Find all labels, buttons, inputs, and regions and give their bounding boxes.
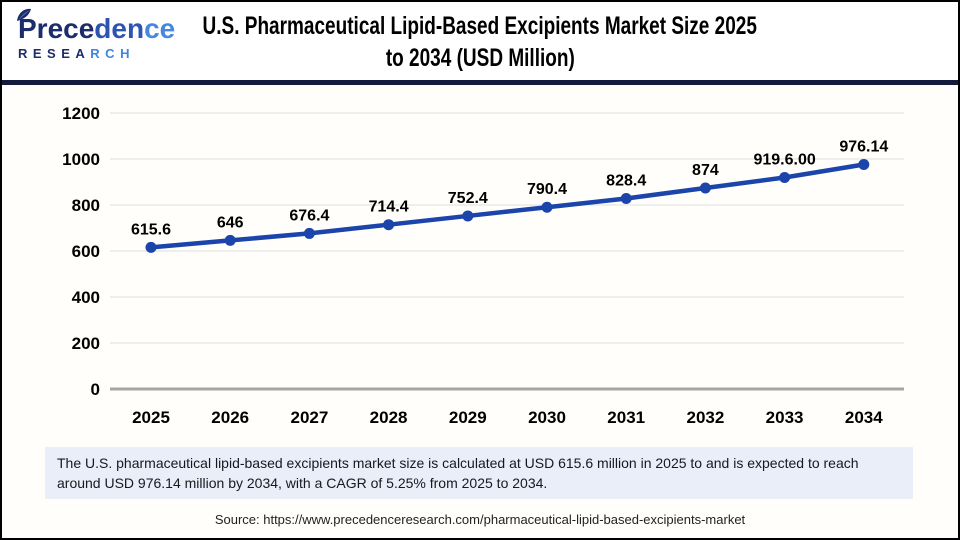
data-point-label: 919.6.00 [753, 151, 815, 168]
data-point-label: 714.4 [369, 199, 409, 216]
precedence-research-logo: Precedence RESEARCH [17, 8, 176, 61]
data-point-marker [620, 192, 632, 204]
data-point-label: 646 [217, 214, 244, 231]
data-point-marker [224, 234, 236, 246]
logo-research-text: RESEARCH [18, 46, 135, 61]
source-text: Source: https://www.precedenceresearch.c… [214, 512, 746, 527]
logo-brand-text: Precedence [18, 13, 176, 44]
data-point-label: 874 [692, 162, 719, 179]
data-point-label: 828.4 [606, 172, 646, 189]
x-axis-tick-label: 2034 [845, 408, 883, 427]
data-point-label: 676.4 [289, 207, 329, 224]
x-axis-tick-label: 2025 [132, 408, 170, 427]
data-point-label: 752.4 [448, 190, 488, 207]
y-axis-tick-label: 200 [72, 334, 100, 353]
y-axis-tick-label: 1000 [62, 150, 100, 169]
header: Precedence RESEARCH U.S. Pharmaceutical … [2, 2, 958, 85]
data-point-marker [699, 182, 711, 194]
y-axis-tick-label: 800 [72, 196, 100, 215]
data-point-label: 615.6 [131, 221, 171, 238]
x-axis-tick-label: 2026 [211, 408, 249, 427]
market-size-line-chart: 0 200 400 600 800 1000 1200 615.6 2025 646 2026 676… [62, 104, 904, 427]
x-axis-tick-label: 2033 [766, 408, 804, 427]
data-point-marker [541, 201, 553, 213]
source-line: Source: https://www.precedenceresearch.c… [2, 512, 958, 527]
data-point-label: 790.4 [527, 181, 567, 198]
data-point-label: 976.14 [839, 138, 888, 155]
data-point-marker [383, 219, 395, 231]
data-point-marker [303, 227, 315, 239]
leaf-icon [17, 8, 31, 21]
x-axis-tick-label: 2032 [686, 408, 724, 427]
page-title-line1: U.S. Pharmaceutical Lipid-Based Excipien… [202, 12, 758, 40]
x-axis-tick-label: 2028 [370, 408, 408, 427]
data-point-marker [779, 171, 791, 183]
y-axis-tick-label: 1200 [62, 104, 100, 123]
x-axis-tick-label: 2030 [528, 408, 566, 427]
y-axis-tick-label: 0 [91, 380, 100, 399]
y-axis-tick-label: 600 [72, 242, 100, 261]
x-axis-tick-label: 2027 [290, 408, 328, 427]
data-point-marker [462, 210, 474, 222]
chart-area: 0 200 400 600 800 1000 1200 615.6 2025 646 2026 676… [2, 95, 958, 445]
x-axis-tick-label: 2031 [607, 408, 645, 427]
page-title-line2: to 2034 (USD Million) [385, 44, 575, 72]
page-title: U.S. Pharmaceutical Lipid-Based Excipien… [2, 10, 958, 74]
data-point-marker [858, 158, 870, 170]
data-point-marker [145, 241, 157, 253]
summary-callout: The U.S. pharmaceutical lipid-based exci… [45, 447, 913, 499]
y-axis-tick-label: 400 [72, 288, 100, 307]
summary-text: The U.S. pharmaceutical lipid-based exci… [57, 455, 859, 491]
market-size-series-line [148, 162, 867, 250]
x-axis-tick-label: 2029 [449, 408, 487, 427]
